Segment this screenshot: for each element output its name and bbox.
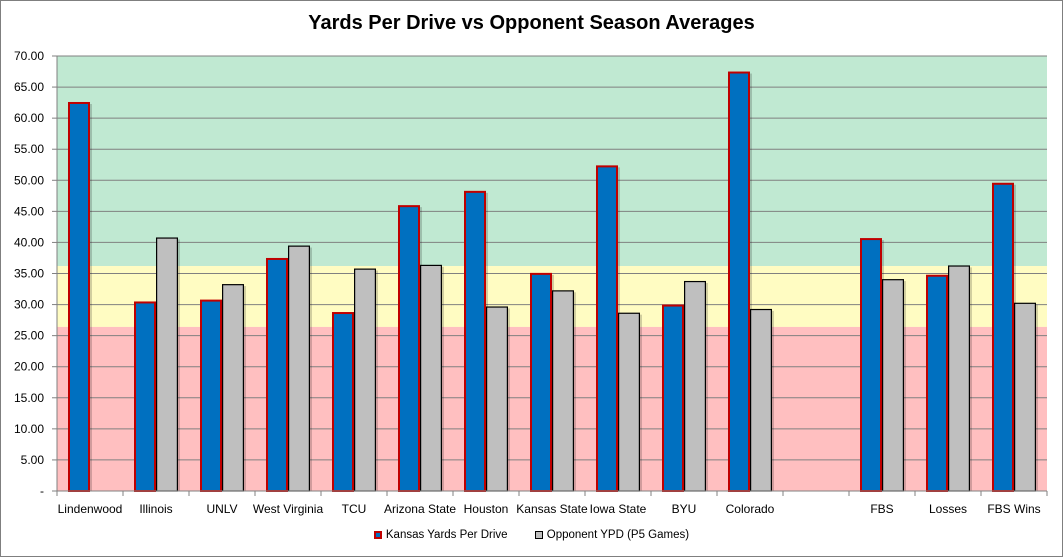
legend-label-kansas: Kansas Yards Per Drive (385, 529, 508, 541)
bar-kansas-tcu (332, 312, 354, 492)
x-tick-label: Iowa State (590, 502, 647, 516)
x-tick-label: Arizona State (384, 502, 456, 516)
legend-item-kansas: Kansas Yards Per Drive (373, 529, 508, 541)
legend-swatch-kansas (373, 531, 382, 539)
x-tick-label: West Virginia (253, 502, 324, 516)
y-axis-labels: - 5.00 10.00 15.00 20.00 25.00 30.00 35.00 40.00… (14, 49, 44, 498)
bar-opponent-losses (947, 265, 970, 492)
bar-kansas-arizona-state (398, 205, 420, 492)
bar-opponent-houston (486, 306, 509, 492)
x-tick-label: Houston (464, 502, 509, 516)
y-tick-label: 45.00 (14, 204, 44, 218)
y-tick-label: 5.00 (21, 453, 45, 467)
bar-opponent-unlv (222, 284, 245, 492)
bar-opponent-tcu (354, 268, 377, 492)
bar-kansas-lindenwood (68, 101, 90, 492)
y-tick-label: 55.00 (14, 142, 44, 156)
x-tick-label: Illinois (139, 502, 172, 516)
y-tick-label: 15.00 (14, 391, 44, 405)
legend-label-opponent: Opponent YPD (P5 Games) (546, 529, 690, 541)
x-tick-label: BYU (672, 502, 697, 516)
y-tick-label: 50.00 (14, 173, 44, 187)
legend-item-opponent: Opponent YPD (P5 Games) (534, 529, 690, 541)
bar-kansas-fbs-wins (992, 182, 1014, 492)
y-tick-label: 20.00 (14, 360, 44, 374)
bars (68, 71, 1038, 493)
bar-opponent-arizona-state (420, 264, 443, 492)
bar-kansas-unlv (200, 299, 222, 492)
legend: Kansas Yards Per Drive Opponent YPD (P5 … (0, 529, 1063, 542)
x-tick-label: Kansas State (516, 502, 588, 516)
bar-opponent-byu (683, 280, 706, 492)
bar-kansas-kansas-state (530, 272, 552, 492)
y-tick-label: 30.00 (14, 298, 44, 312)
y-tick-label: 60.00 (14, 111, 44, 125)
bar-opponent-iowa-state (617, 312, 640, 492)
legend-swatch-opponent (534, 531, 543, 539)
x-tick-label: FBS (870, 502, 893, 516)
bar-opponent-illinois (156, 237, 179, 492)
y-tick-label: 10.00 (14, 422, 44, 436)
y-tick-label: 65.00 (14, 80, 44, 94)
y-tick-label: - (40, 484, 44, 498)
x-tick-label: Losses (929, 502, 967, 516)
bar-kansas-byu (662, 304, 684, 493)
y-tick-label: 40.00 (14, 235, 44, 249)
x-tick-label: TCU (342, 502, 367, 516)
bar-opponent-west-virginia (288, 245, 311, 492)
bar-kansas-losses (926, 274, 948, 492)
axes (52, 55, 1048, 496)
x-axis-labels: Lindenwood Illinois UNLV West Virginia TCU Ar… (58, 502, 1041, 516)
y-tick-label: 70.00 (14, 49, 44, 63)
bar-kansas-colorado (728, 71, 750, 493)
bar-kansas-houston (464, 190, 486, 492)
bar-opponent-fbs-wins (1013, 302, 1036, 492)
bar-kansas-west-virginia (266, 257, 288, 493)
bar-opponent-fbs (881, 279, 904, 492)
x-tick-label: Lindenwood (58, 502, 123, 516)
chart-title: Yards Per Drive vs Opponent Season Avera… (308, 12, 755, 34)
bar-opponent-kansas-state (551, 290, 574, 492)
y-tick-label: 25.00 (14, 329, 44, 343)
bar-kansas-iowa-state (596, 165, 618, 492)
x-tick-label: FBS Wins (987, 502, 1040, 516)
x-tick-label: UNLV (206, 502, 237, 516)
y-tick-label: 35.00 (14, 267, 44, 281)
bar-kansas-fbs (860, 238, 882, 492)
bar-opponent-colorado (749, 308, 772, 492)
band-good (57, 56, 1047, 267)
x-tick-label: Colorado (726, 502, 775, 516)
bar-kansas-illinois (134, 301, 156, 493)
